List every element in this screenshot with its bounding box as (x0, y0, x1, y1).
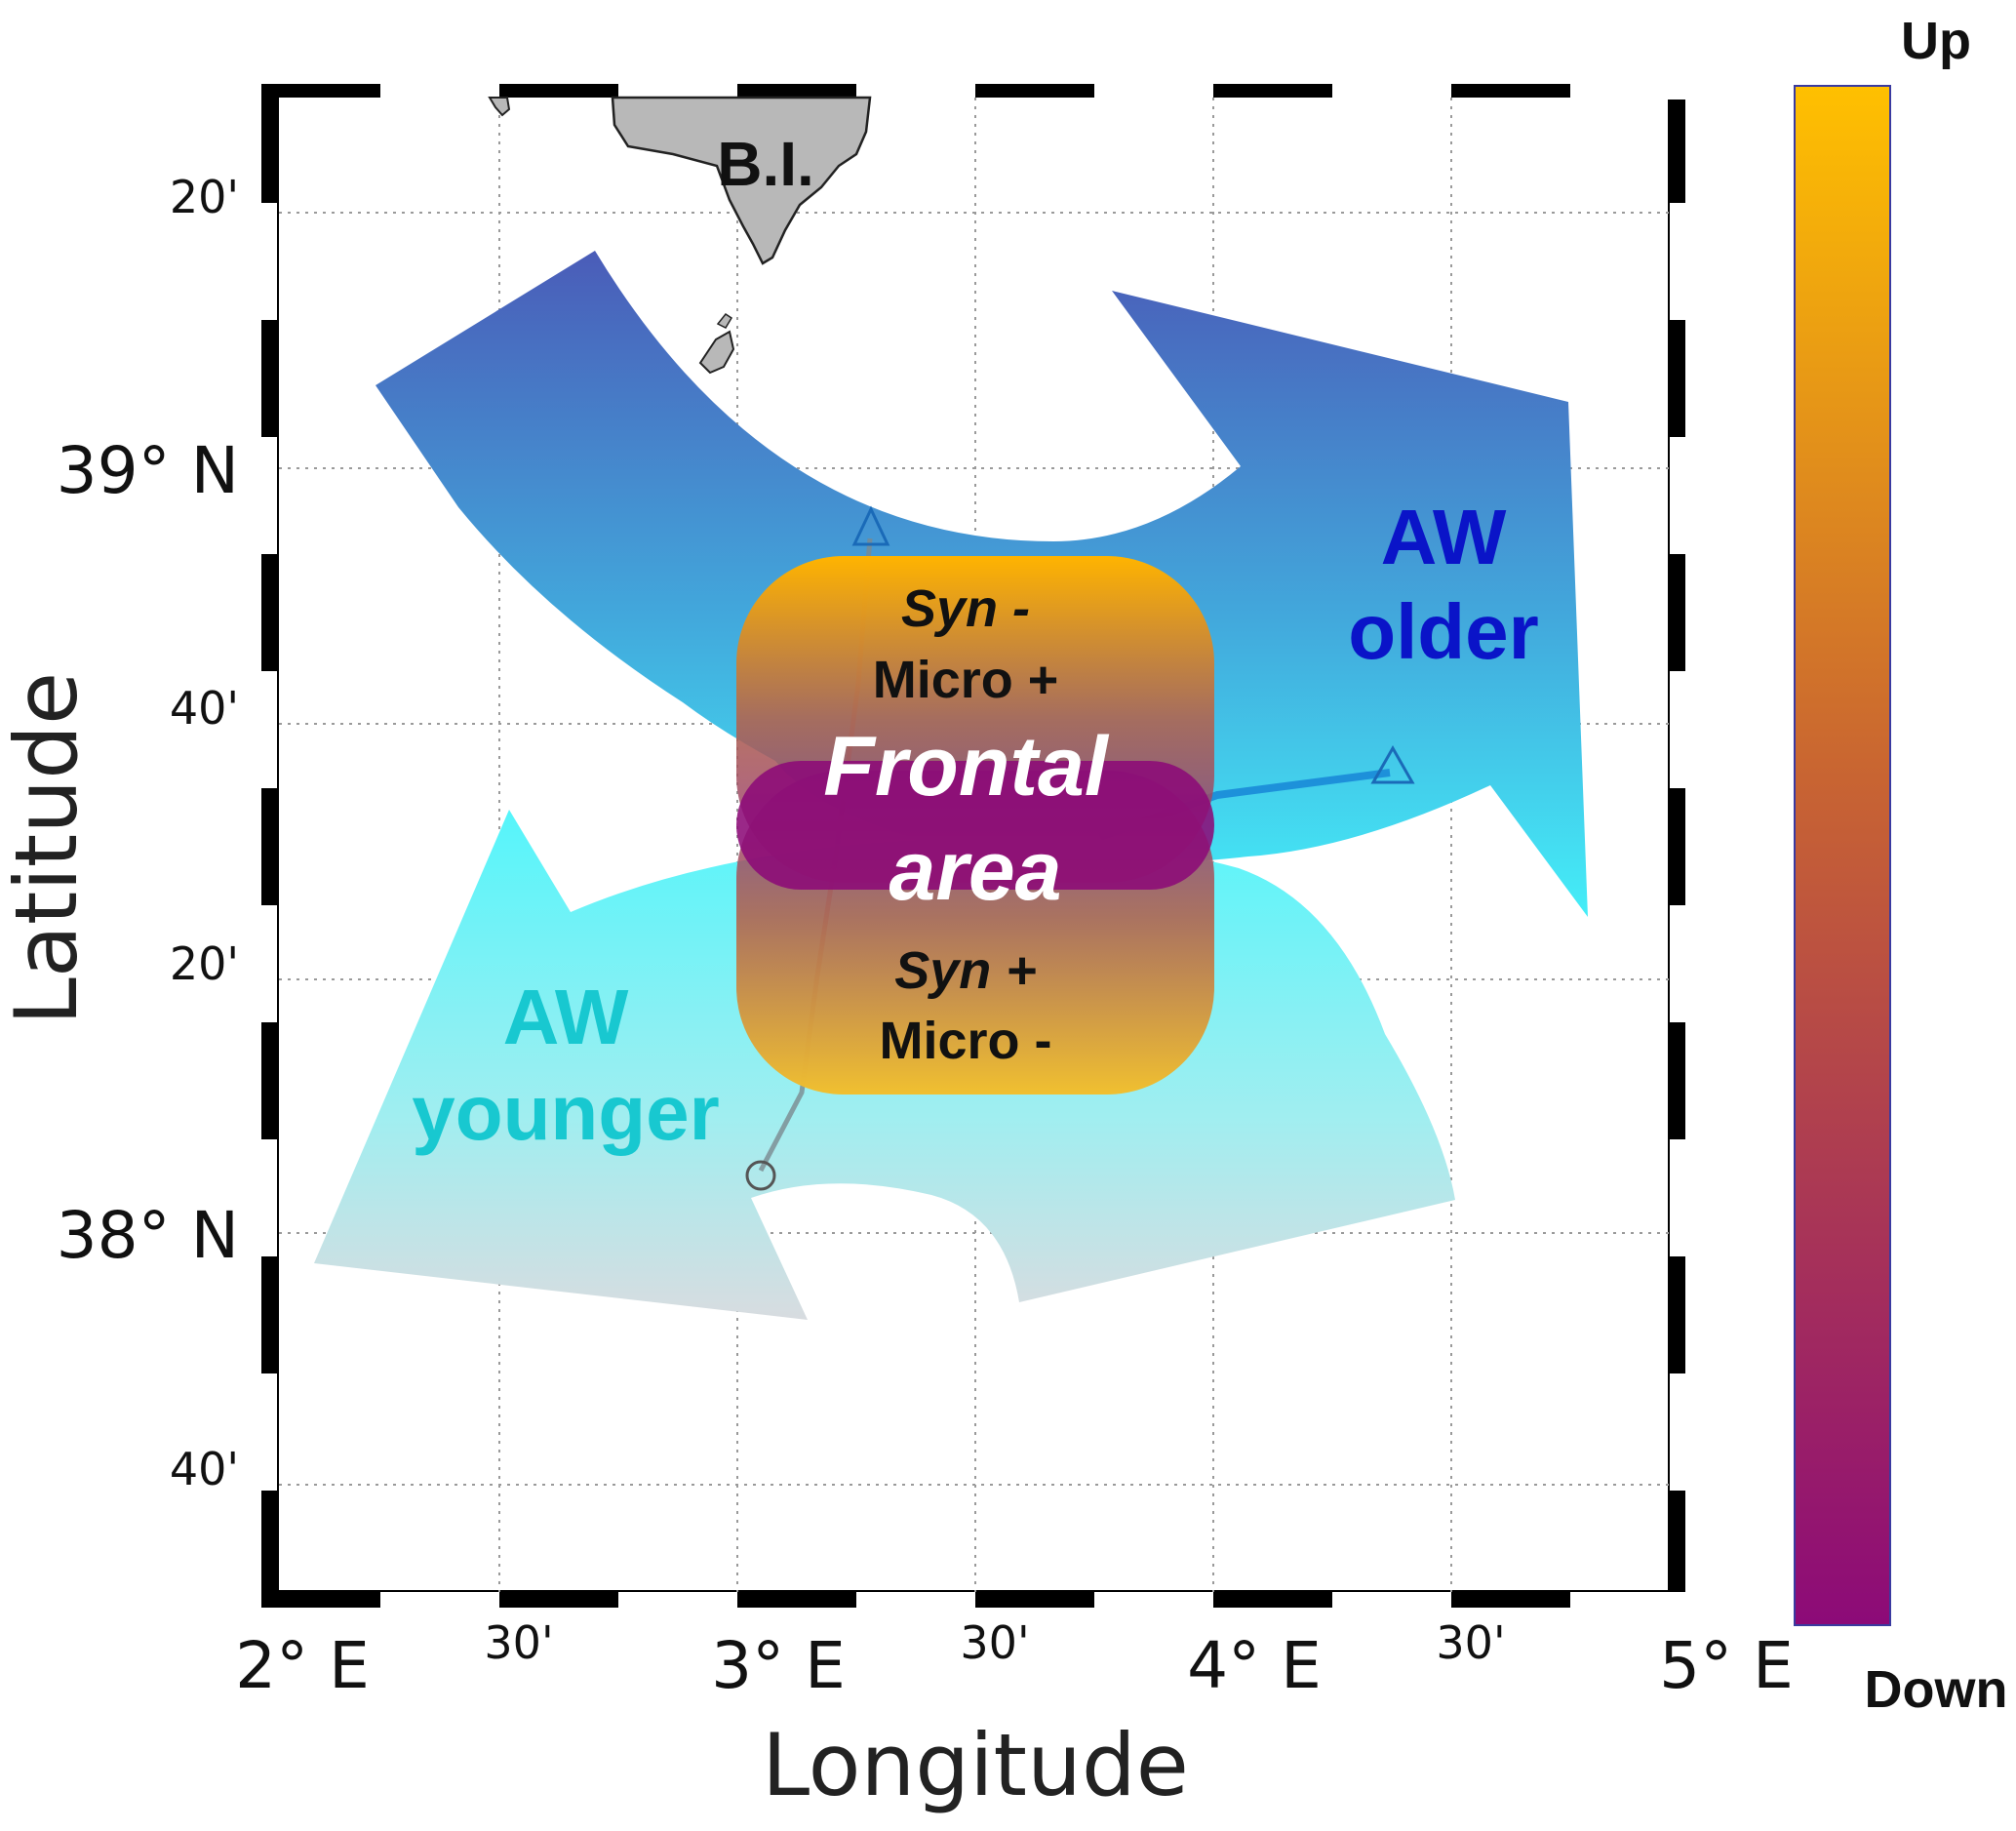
north-lobe-label-line2: Micro + (873, 651, 1059, 709)
y-tick-label: 40' (170, 1443, 239, 1495)
aw-younger-label-line2: younger (412, 1069, 720, 1156)
islet-shape (716, 312, 733, 329)
y-tick-label: 39° N (57, 433, 239, 508)
x-tick-label: 3° E (711, 1628, 846, 1703)
y-axis-title: Latitude (0, 672, 97, 1025)
aw-older-label-line2: older (1348, 588, 1539, 675)
aw-younger-label-line1: AW (503, 974, 629, 1060)
x-tick-label: 30' (960, 1616, 1029, 1669)
colorbar-bottom-label: Down (1865, 1660, 2008, 1719)
south-lobe-label-line1: Syn + (894, 941, 1037, 1000)
y-tick-label: 20' (170, 937, 239, 990)
y-tick-labels: 20' 39° N 40' 20' 38° N 40' (57, 171, 239, 1495)
colorbar-gradient (1794, 85, 1891, 1626)
x-tick-label: 2° E (235, 1628, 370, 1703)
frontal-core-band (736, 761, 1214, 890)
drifter-start-triangle-icon (851, 505, 890, 546)
islet-shape (488, 97, 511, 117)
islet-shape (698, 330, 735, 375)
frontal-label-line2: area (889, 824, 1062, 918)
frontal-label-line1: Frontal (823, 720, 1110, 814)
x-tick-labels: 2° E 30' 3° E 30' 4° E 30' 5° E (235, 1616, 1794, 1703)
drifter-start-triangle-icon (1370, 744, 1415, 784)
x-axis-title: Longitude (762, 1715, 1189, 1815)
x-tick-label: 5° E (1659, 1628, 1794, 1703)
north-lobe-label-line1: Syn - (901, 579, 1030, 638)
x-tick-label: 30' (484, 1616, 553, 1669)
colorbar-top-label: Up (1901, 12, 1971, 70)
aw-older-label-line1: AW (1381, 494, 1507, 580)
y-tick-label: 40' (170, 682, 239, 735)
x-tick-label: 4° E (1187, 1628, 1322, 1703)
balearic-island-landmass (611, 96, 872, 265)
y-tick-label: 20' (170, 171, 239, 223)
drifter-end-circle-icon (745, 1160, 776, 1191)
south-lobe-label-line2: Micro - (879, 1012, 1051, 1070)
y-tick-label: 38° N (57, 1198, 239, 1273)
island-label: B.I. (717, 129, 814, 199)
colorbar: Up Down (1794, 12, 2008, 1719)
x-tick-label: 30' (1436, 1616, 1505, 1669)
